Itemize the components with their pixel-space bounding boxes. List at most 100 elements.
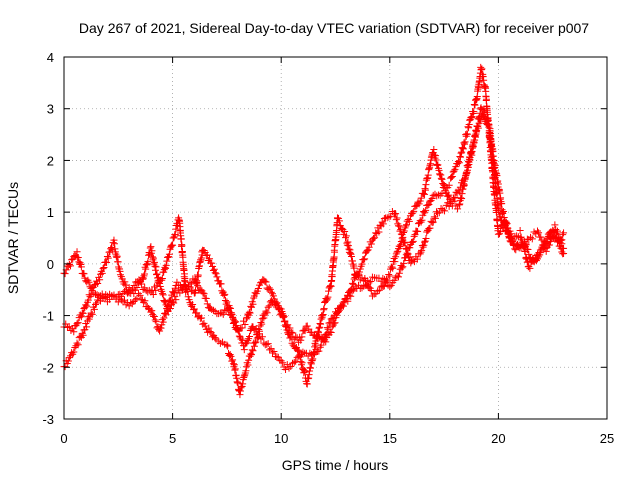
data-point xyxy=(399,263,407,271)
data-point xyxy=(223,298,231,306)
y-tick-label: 4 xyxy=(47,50,54,65)
data-point xyxy=(479,107,487,115)
data-point xyxy=(418,246,426,254)
data-point xyxy=(386,283,394,291)
data-point xyxy=(500,213,508,221)
data-point xyxy=(172,225,180,233)
data-point xyxy=(545,233,553,241)
data-point xyxy=(436,170,444,178)
data-point xyxy=(430,146,438,154)
data-point xyxy=(444,199,452,207)
data-point xyxy=(85,278,93,286)
data-point xyxy=(234,379,242,387)
data-point xyxy=(450,194,458,202)
data-point xyxy=(448,172,456,180)
data-point xyxy=(465,155,473,163)
data-point xyxy=(502,219,510,227)
data-point xyxy=(256,322,264,330)
data-point xyxy=(349,260,357,268)
data-point xyxy=(203,300,211,308)
data-point xyxy=(265,302,273,310)
data-point xyxy=(408,238,416,246)
data-point xyxy=(448,198,456,206)
data-point xyxy=(549,226,557,234)
data-point xyxy=(65,261,73,269)
data-point xyxy=(227,352,235,360)
data-point xyxy=(238,324,246,332)
data-point xyxy=(162,261,170,269)
data-point xyxy=(400,259,408,267)
data-point xyxy=(397,230,405,238)
data-point xyxy=(425,201,433,209)
data-point xyxy=(463,168,471,176)
data-point xyxy=(210,265,218,273)
data-point xyxy=(156,283,164,291)
data-point xyxy=(433,192,441,200)
data-point xyxy=(507,230,515,238)
data-point xyxy=(441,207,449,215)
data-point xyxy=(297,336,305,344)
data-point xyxy=(418,216,426,224)
data-point xyxy=(237,335,245,343)
data-point xyxy=(392,210,400,218)
data-point xyxy=(287,362,295,370)
data-point xyxy=(405,217,413,225)
data-point xyxy=(315,324,323,332)
data-point xyxy=(541,243,549,251)
data-point xyxy=(157,324,165,332)
data-point xyxy=(160,296,168,304)
data-point xyxy=(164,253,172,261)
data-point xyxy=(79,309,87,317)
data-point xyxy=(455,159,463,167)
data-point xyxy=(530,228,538,236)
data-point xyxy=(236,387,244,395)
data-point xyxy=(263,309,271,317)
data-point xyxy=(303,380,311,388)
data-point xyxy=(201,322,209,330)
data-point xyxy=(80,270,88,278)
data-point xyxy=(348,285,356,293)
data-point xyxy=(388,263,396,271)
chart-title: Day 267 of 2021, Sidereal Day-to-day VTE… xyxy=(79,20,589,36)
data-points xyxy=(60,63,568,399)
data-point xyxy=(503,220,511,228)
y-tick-label: -2 xyxy=(42,360,54,375)
data-point xyxy=(553,227,561,235)
data-point xyxy=(209,306,217,314)
data-point xyxy=(341,227,349,235)
data-point xyxy=(148,247,156,255)
data-point xyxy=(402,245,410,253)
data-point xyxy=(149,290,157,298)
data-point xyxy=(447,174,455,182)
data-point xyxy=(440,181,448,189)
data-point xyxy=(139,275,147,283)
grid-lines xyxy=(64,57,607,419)
y-axis-label: SDTVAR / TECUs xyxy=(5,182,21,294)
data-point xyxy=(220,291,228,299)
data-point xyxy=(463,130,471,138)
data-point xyxy=(384,277,392,285)
data-point xyxy=(287,328,295,336)
data-point xyxy=(413,255,421,263)
data-point xyxy=(394,273,402,281)
data-point xyxy=(142,265,150,273)
data-point xyxy=(378,218,386,226)
x-tick-label: 15 xyxy=(383,431,397,446)
data-point xyxy=(193,279,201,287)
data-point xyxy=(67,262,75,270)
data-point xyxy=(316,319,324,327)
data-point xyxy=(542,237,550,245)
data-point xyxy=(84,296,92,304)
data-point xyxy=(494,177,502,185)
data-point xyxy=(231,365,239,373)
data-point xyxy=(170,234,178,242)
data-point xyxy=(468,113,476,121)
data-point xyxy=(556,235,564,243)
data-point xyxy=(208,259,216,267)
data-point xyxy=(103,252,111,260)
data-point xyxy=(465,161,473,169)
data-point xyxy=(215,310,223,318)
data-point xyxy=(158,290,166,298)
data-point xyxy=(450,167,458,175)
data-point xyxy=(392,216,400,224)
